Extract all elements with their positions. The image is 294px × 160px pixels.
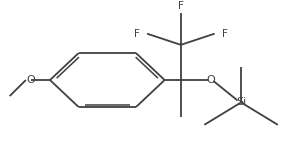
Text: F: F bbox=[134, 29, 140, 39]
Text: F: F bbox=[178, 1, 184, 12]
Text: Si: Si bbox=[236, 97, 246, 107]
Text: F: F bbox=[222, 29, 228, 39]
Text: O: O bbox=[27, 75, 36, 85]
Text: O: O bbox=[207, 75, 216, 85]
